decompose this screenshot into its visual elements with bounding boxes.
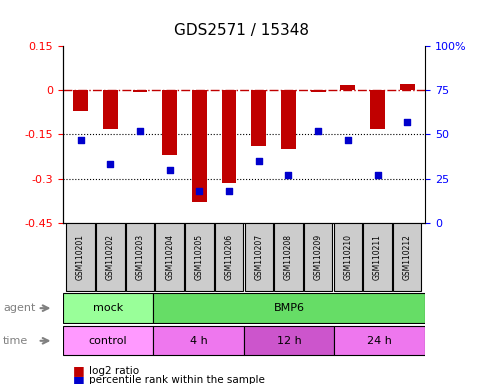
FancyBboxPatch shape — [363, 223, 392, 291]
Bar — [341, 85, 355, 90]
FancyBboxPatch shape — [244, 326, 335, 356]
Bar — [132, 90, 147, 92]
Text: percentile rank within the sample: percentile rank within the sample — [89, 375, 265, 384]
Point — [77, 137, 85, 143]
Bar — [311, 90, 326, 92]
FancyBboxPatch shape — [66, 223, 95, 291]
Point — [403, 119, 411, 125]
Point — [344, 137, 352, 143]
Bar — [162, 90, 177, 155]
Point — [284, 172, 292, 178]
Text: GSM110201: GSM110201 — [76, 234, 85, 280]
Text: control: control — [89, 336, 128, 346]
Text: mock: mock — [93, 303, 123, 313]
Point — [136, 128, 144, 134]
Text: ■: ■ — [72, 374, 84, 384]
Text: time: time — [3, 336, 28, 346]
Text: GSM110206: GSM110206 — [225, 234, 234, 280]
Point — [225, 188, 233, 194]
FancyBboxPatch shape — [334, 223, 362, 291]
FancyBboxPatch shape — [154, 293, 425, 323]
Bar — [400, 84, 414, 90]
FancyBboxPatch shape — [335, 326, 425, 356]
FancyBboxPatch shape — [156, 223, 184, 291]
Text: BMP6: BMP6 — [274, 303, 305, 313]
FancyBboxPatch shape — [244, 223, 273, 291]
Bar — [370, 90, 385, 129]
Text: ■: ■ — [72, 364, 84, 377]
Text: GSM110207: GSM110207 — [254, 234, 263, 280]
Bar — [251, 90, 266, 146]
Bar — [103, 90, 118, 129]
Text: GSM110204: GSM110204 — [165, 234, 174, 280]
Text: GSM110210: GSM110210 — [343, 234, 352, 280]
Bar — [192, 90, 207, 202]
FancyBboxPatch shape — [304, 223, 332, 291]
Text: GSM110209: GSM110209 — [313, 234, 323, 280]
FancyBboxPatch shape — [274, 223, 303, 291]
FancyBboxPatch shape — [63, 326, 154, 356]
Text: 12 h: 12 h — [277, 336, 301, 346]
FancyBboxPatch shape — [185, 223, 213, 291]
Text: GSM110203: GSM110203 — [136, 234, 144, 280]
Text: GSM110205: GSM110205 — [195, 234, 204, 280]
Point — [374, 172, 382, 178]
Text: GSM110212: GSM110212 — [403, 234, 412, 280]
Text: GSM110208: GSM110208 — [284, 234, 293, 280]
Point — [314, 128, 322, 134]
Text: 4 h: 4 h — [190, 336, 208, 346]
Point — [255, 158, 263, 164]
Point — [166, 167, 173, 173]
FancyBboxPatch shape — [63, 293, 154, 323]
Point — [196, 188, 203, 194]
Bar — [222, 90, 237, 183]
Text: log2 ratio: log2 ratio — [89, 366, 140, 376]
Text: agent: agent — [3, 303, 36, 313]
Bar — [281, 90, 296, 149]
FancyBboxPatch shape — [154, 326, 244, 356]
FancyBboxPatch shape — [215, 223, 243, 291]
FancyBboxPatch shape — [96, 223, 125, 291]
Text: GDS2571 / 15348: GDS2571 / 15348 — [174, 23, 309, 38]
Bar — [73, 90, 88, 111]
Text: 24 h: 24 h — [367, 336, 392, 346]
FancyBboxPatch shape — [393, 223, 422, 291]
Text: GSM110202: GSM110202 — [106, 234, 115, 280]
Point — [106, 161, 114, 167]
Text: GSM110211: GSM110211 — [373, 234, 382, 280]
FancyBboxPatch shape — [126, 223, 154, 291]
